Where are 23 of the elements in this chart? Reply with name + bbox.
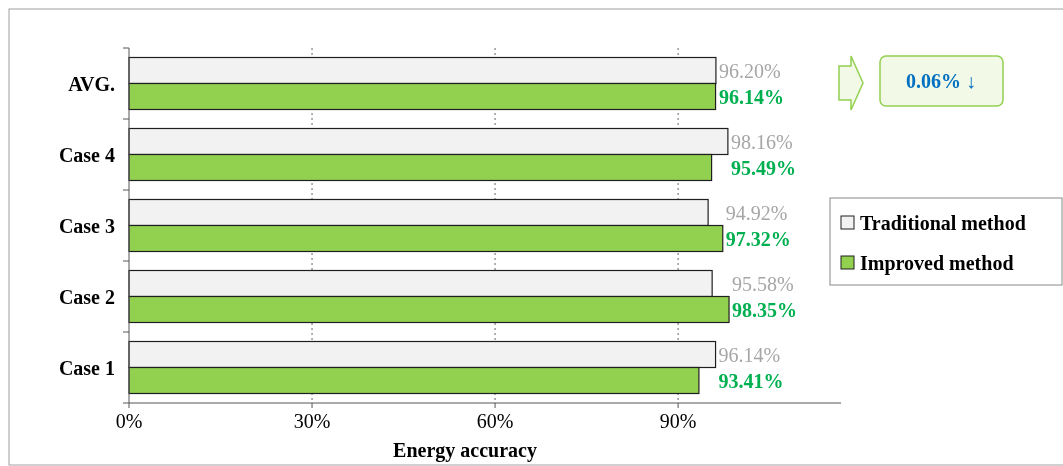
data-label: 96.14%	[718, 85, 784, 108]
data-label: 97.32%	[725, 227, 791, 250]
data-label: 96.20%	[718, 59, 781, 82]
x-tick-label: 30%	[293, 410, 331, 432]
data-label: 93.41%	[718, 369, 784, 392]
x-tick-label: 90%	[659, 410, 697, 432]
data-label: 94.92%	[725, 201, 788, 224]
data-label: 98.35%	[732, 298, 798, 321]
y-tick-label: Case 1	[58, 356, 115, 379]
x-tick-label: 60%	[476, 410, 514, 432]
x-axis-title: Energy accuracy	[393, 439, 537, 462]
y-tick-label: AVG.	[68, 72, 115, 95]
legend-label: Improved method	[860, 252, 1014, 275]
y-tick-label: Case 3	[58, 214, 115, 237]
data-label: 95.58%	[732, 272, 794, 295]
legend-label: Traditional method	[860, 212, 1026, 234]
y-tick-label: Case 4	[58, 143, 115, 166]
text: 0.06% ↓	[906, 70, 976, 92]
data-label: 98.16%	[730, 130, 793, 153]
data-label: 96.14%	[718, 343, 781, 366]
x-tick-label: 0%	[115, 410, 143, 432]
y-tick-label: Case 2	[58, 285, 115, 308]
data-label: 95.49%	[730, 156, 796, 179]
